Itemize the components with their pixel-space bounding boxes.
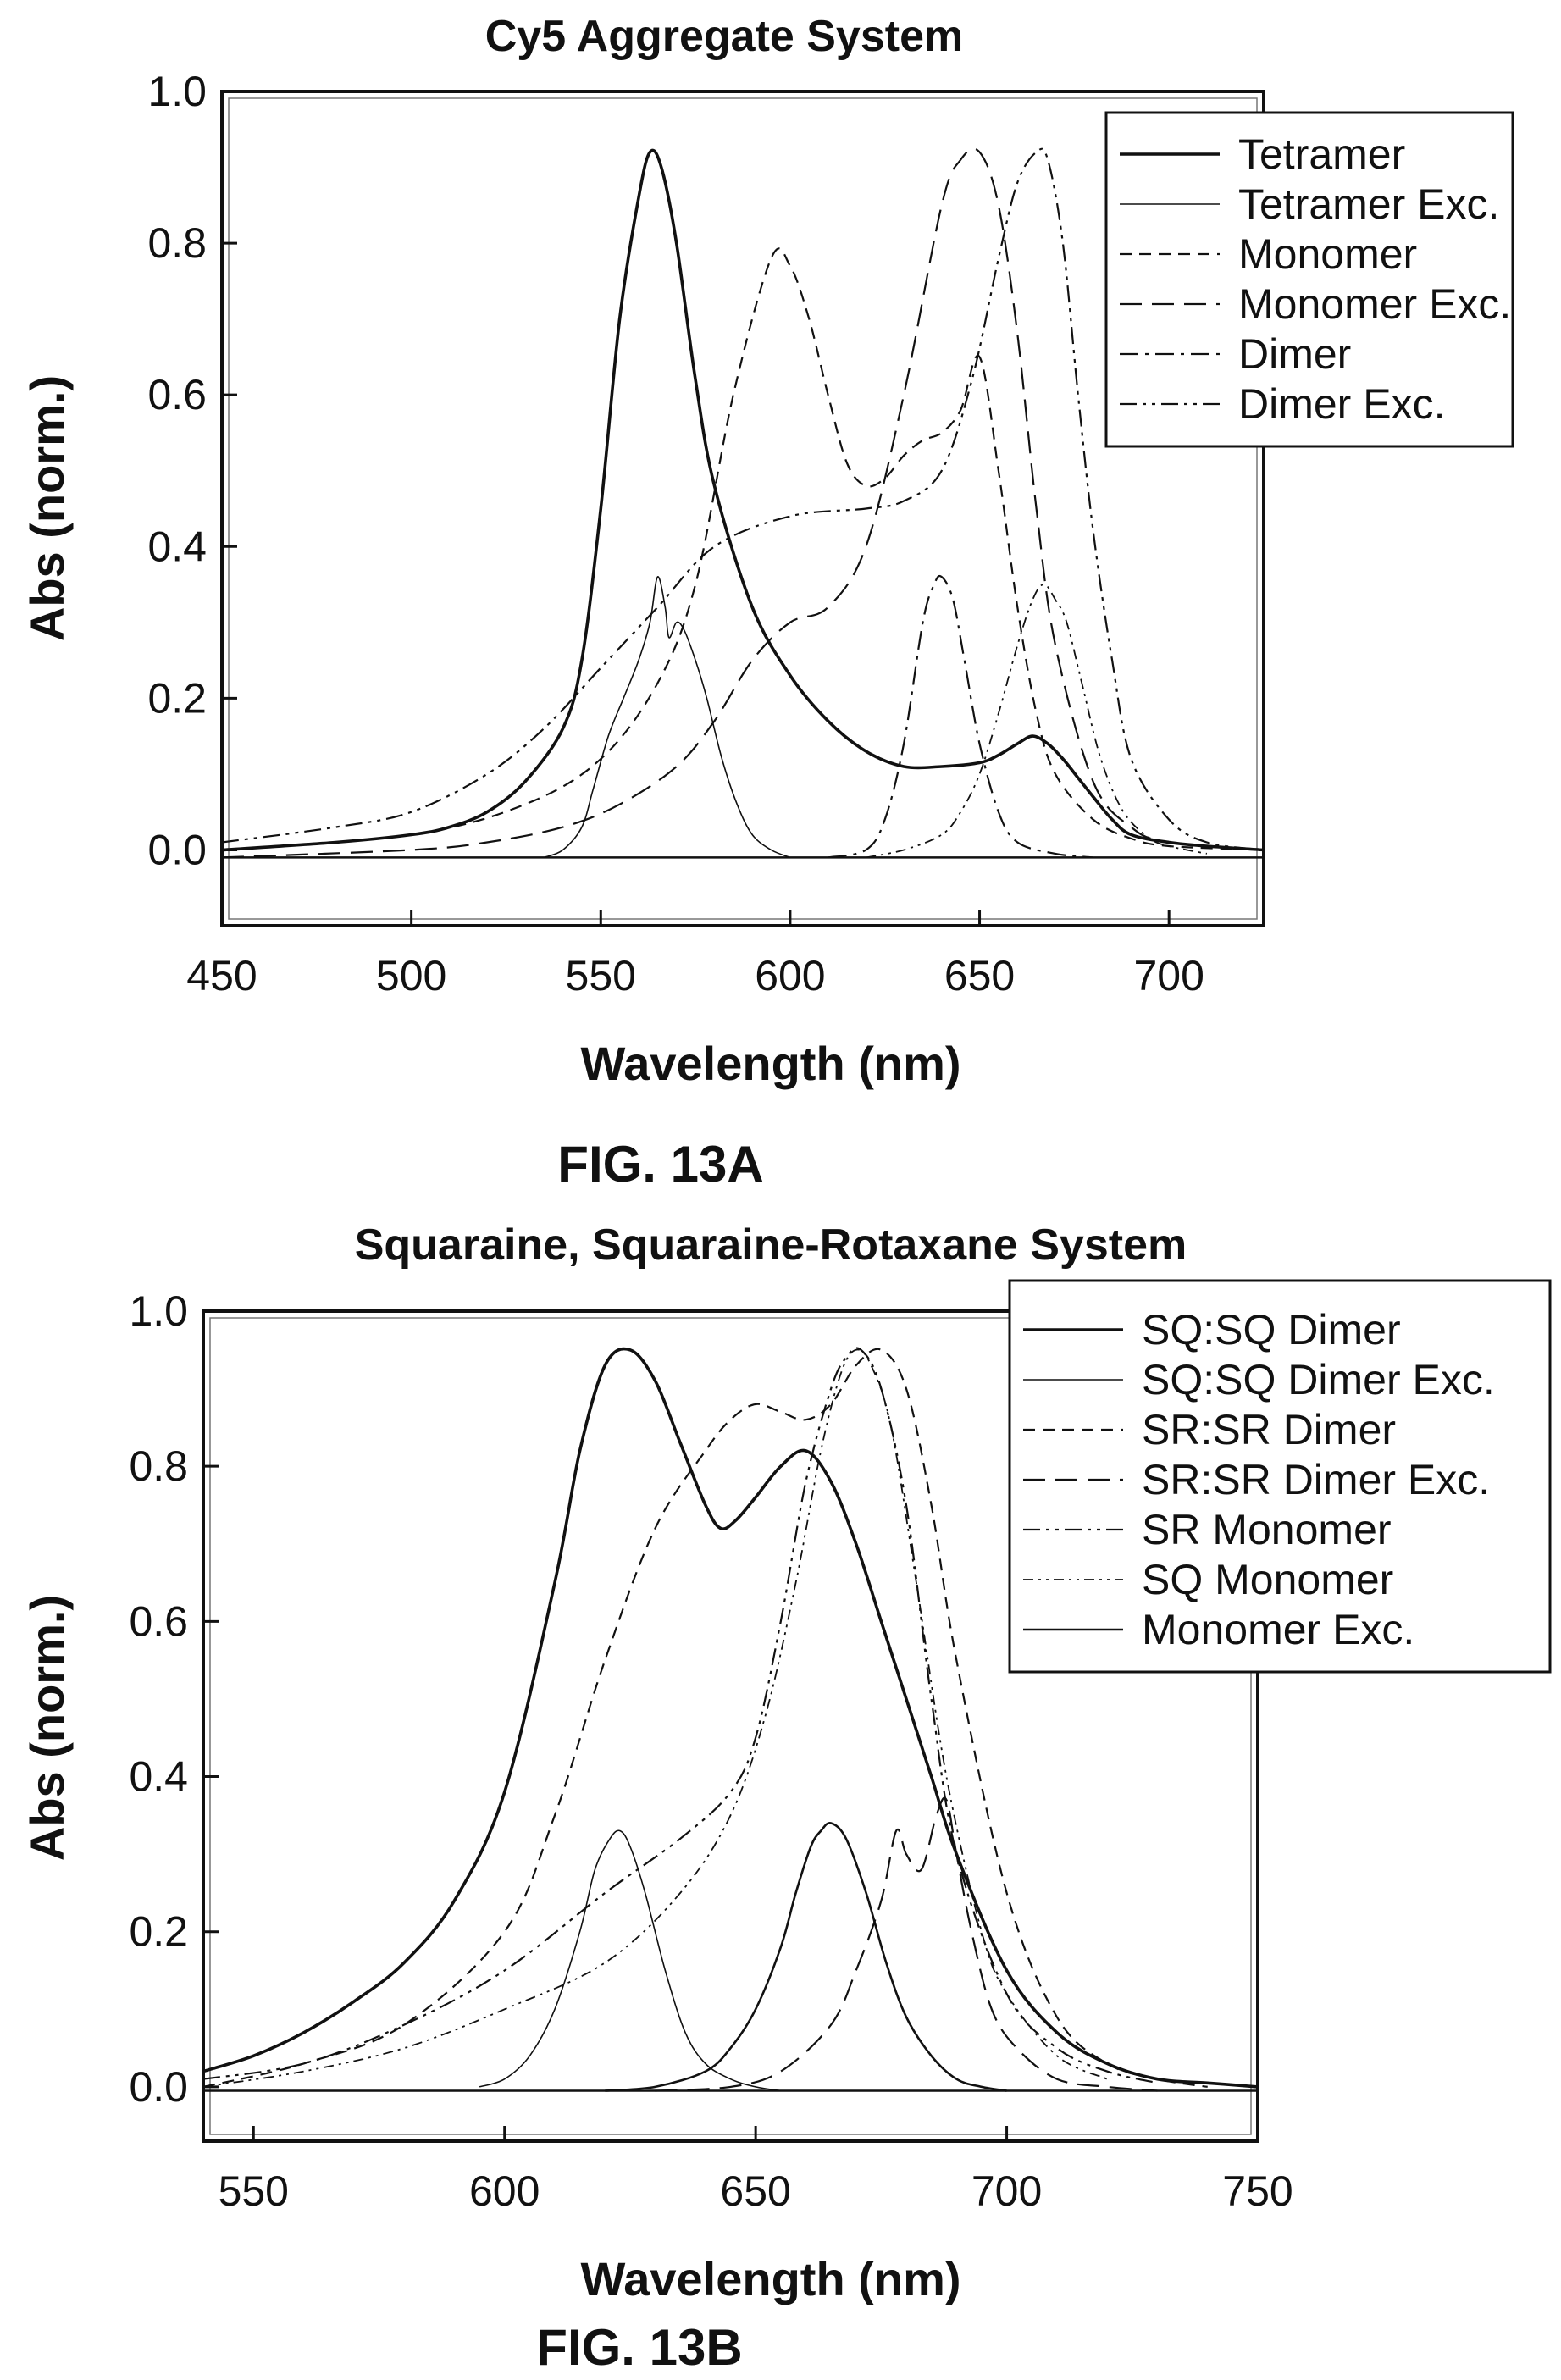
chart-a-y-tick-label: 0.0 [147, 826, 207, 873]
chart-b-series-0-line [202, 1347, 1259, 2089]
chart-a-x-tick-label: 600 [755, 952, 825, 999]
chart-a-series-6-line [866, 584, 1208, 859]
chart-b-legend-label: SQ:SQ Dimer Exc. [1142, 1356, 1495, 1403]
chart-a-y-axis-label: Abs (norm.) [20, 375, 74, 641]
chart-a-x-tick-label: 500 [376, 952, 446, 999]
chart-a-x-tick-label: 700 [1133, 952, 1204, 999]
chart-a-legend-label: Dimer [1238, 330, 1351, 378]
chart-a-legend-label: Monomer [1238, 230, 1417, 278]
chart-b-plot-frame-inner [209, 1317, 1252, 2135]
chart-b-x-tick-label: 650 [720, 2167, 790, 2215]
chart-b-title: Squaraine, Squaraine-Rotaxane System [355, 1220, 1187, 1270]
chart-b-series-3-line [655, 1796, 1158, 2092]
chart-b-y-tick-label: 0.2 [129, 1908, 188, 1956]
chart-b-y-tick-label: 0.8 [129, 1442, 188, 1490]
chart-a-series-3-line [221, 147, 1265, 859]
chart-a-series-5-line [221, 147, 1265, 851]
chart-a-plot-frame-inner [228, 97, 1258, 920]
chart-a-series-4-line [828, 574, 1093, 859]
chart-b: Squaraine, Squaraine-Rotaxane System 0.0… [20, 1220, 1552, 2376]
chart-b-series-4-line [202, 1347, 1158, 2084]
chart-b-figure-label: FIG. 13B [536, 2319, 742, 2376]
chart-b-series-group [202, 1347, 1259, 2092]
chart-a-series-0-line [221, 148, 1265, 852]
chart-a-x-tick-label: 550 [566, 952, 636, 999]
chart-a-series-2-line [221, 247, 1265, 851]
chart-a-legend-label: Monomer Exc. [1238, 280, 1511, 328]
chart-a-x-axis: 450 500 550 600 650 700 [186, 910, 1204, 999]
chart-b-x-tick-label: 750 [1222, 2167, 1293, 2215]
chart-b-x-tick-label: 700 [971, 2167, 1042, 2215]
chart-a-legend-label: Dimer Exc. [1238, 380, 1445, 428]
chart-a-x-tick-label: 450 [186, 952, 257, 999]
chart-b-series-5-line [202, 1348, 1108, 2088]
chart-b-legend-label: SQ:SQ Dimer [1142, 1306, 1401, 1353]
chart-b-x-axis-label: Wavelength (nm) [580, 2252, 960, 2305]
chart-a-y-tick-label: 0.6 [147, 371, 207, 418]
chart-b-x-tick-label: 550 [219, 2167, 289, 2215]
chart-b-y-tick-label: 0.4 [129, 1753, 188, 1801]
chart-a-y-tick-label: 0.2 [147, 674, 207, 722]
chart-a-x-axis-label: Wavelength (nm) [580, 1037, 960, 1090]
chart-a-y-tick-label: 1.0 [147, 68, 207, 115]
chart-b-legend-label: SQ Monomer [1142, 1556, 1393, 1603]
chart-b-series-1-line [479, 1829, 781, 2092]
chart-b-y-tick-label: 0.0 [129, 2063, 188, 2111]
chart-a-legend-box [1104, 111, 1514, 448]
chart-b-legend-label: SR:SR Dimer [1142, 1406, 1396, 1453]
chart-a-y-tick-label: 0.8 [147, 219, 207, 267]
chart-b-y-tick-label: 1.0 [129, 1287, 188, 1335]
chart-a-series-1-line [543, 576, 791, 859]
chart-a-title: Cy5 Aggregate System [485, 12, 964, 61]
chart-b-legend-label: SR:SR Dimer Exc. [1142, 1456, 1490, 1503]
chart-a-y-axis: 0.0 0.2 0.4 0.6 0.8 1.0 [147, 68, 237, 873]
chart-b-series-2-line [202, 1348, 1208, 2088]
chart-b-y-axis: 0.0 0.2 0.4 0.6 0.8 1.0 [129, 1287, 219, 2111]
chart-b-legend-label: Monomer Exc. [1142, 1606, 1414, 1653]
chart-b-y-tick-label: 0.6 [129, 1597, 188, 1645]
chart-b-x-axis: 550 600 650 700 750 [219, 2126, 1293, 2215]
chart-b-legend-box [1008, 1279, 1552, 1674]
chart-b-x-tick-label: 600 [469, 2167, 540, 2215]
chart-a: Cy5 Aggregate System 0.00.20.40.60.81.0 … [20, 12, 1514, 1193]
chart-b-series-6-line [605, 1821, 1007, 2092]
chart-a-figure-label: FIG. 13A [557, 1136, 763, 1193]
chart-a-series-group [221, 147, 1265, 859]
chart-a-y-tick-label: 0.4 [147, 523, 207, 570]
chart-b-legend-label: SR Monomer [1142, 1506, 1392, 1553]
chart-a-legend-label: Tetramer [1238, 130, 1405, 178]
chart-a-x-tick-label: 650 [944, 952, 1015, 999]
chart-b-y-axis-label: Abs (norm.) [20, 1595, 74, 1861]
chart-a-legend-label: Tetramer Exc. [1238, 180, 1499, 228]
